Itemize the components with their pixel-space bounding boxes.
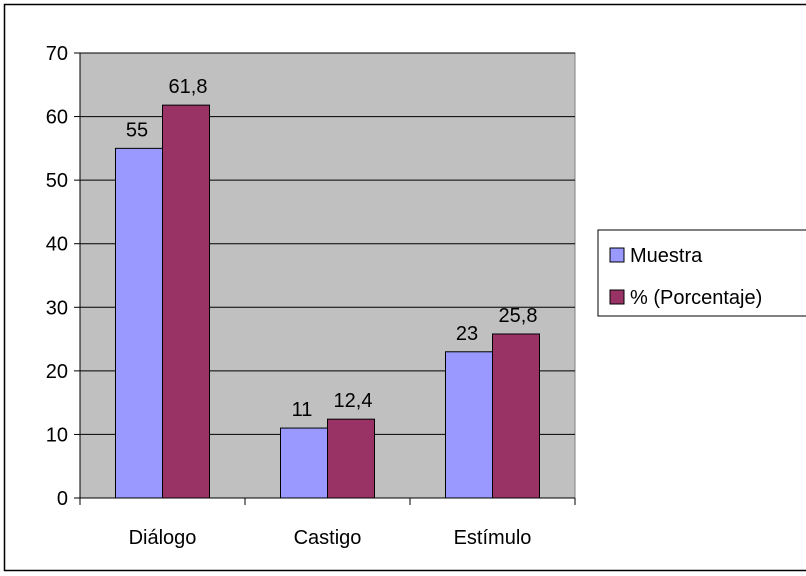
bar-muestra [115, 147, 163, 499]
y-ticks: 0 10 20 30 40 50 60 70 [46, 43, 80, 510]
y-tick-label: 40 [46, 234, 68, 256]
x-tick-label: Diálogo [129, 527, 197, 549]
y-tick-label: 70 [46, 43, 68, 65]
data-label: 12,4 [334, 390, 373, 412]
data-label: 61,8 [169, 76, 208, 98]
data-label: 23 [456, 323, 478, 345]
y-tick-label: 30 [46, 297, 68, 319]
bar-porcentaje [327, 418, 375, 499]
x-tick-label: Estímulo [454, 527, 532, 549]
y-tick-label: 0 [57, 488, 68, 510]
x-ticks: Diálogo Castigo Estímulo [79, 498, 576, 549]
data-label: 55 [126, 119, 148, 141]
y-tick-label: 20 [46, 361, 68, 383]
legend-box [597, 229, 806, 317]
bar-muestra [280, 427, 328, 499]
bar-porcentaje [162, 104, 210, 499]
legend-label: % (Porcentaje) [630, 287, 762, 309]
data-label: 11 [292, 399, 313, 421]
bar-porcentaje [492, 333, 540, 499]
data-labels: 55 61,8 11 12,4 23 25,8 [126, 76, 538, 421]
legend-label: Muestra [630, 245, 703, 267]
axes [79, 53, 575, 499]
legend: Muestra % (Porcentaje) [597, 229, 806, 317]
legend-swatch [609, 247, 625, 263]
y-tick-label: 50 [46, 170, 68, 192]
x-tick-label: Castigo [294, 527, 362, 549]
legend-swatch [609, 289, 625, 305]
bar-muestra [445, 351, 493, 499]
y-tick-label: 60 [46, 107, 68, 129]
bars [115, 104, 540, 499]
y-tick-label: 10 [46, 424, 68, 446]
data-label: 25,8 [499, 305, 538, 327]
